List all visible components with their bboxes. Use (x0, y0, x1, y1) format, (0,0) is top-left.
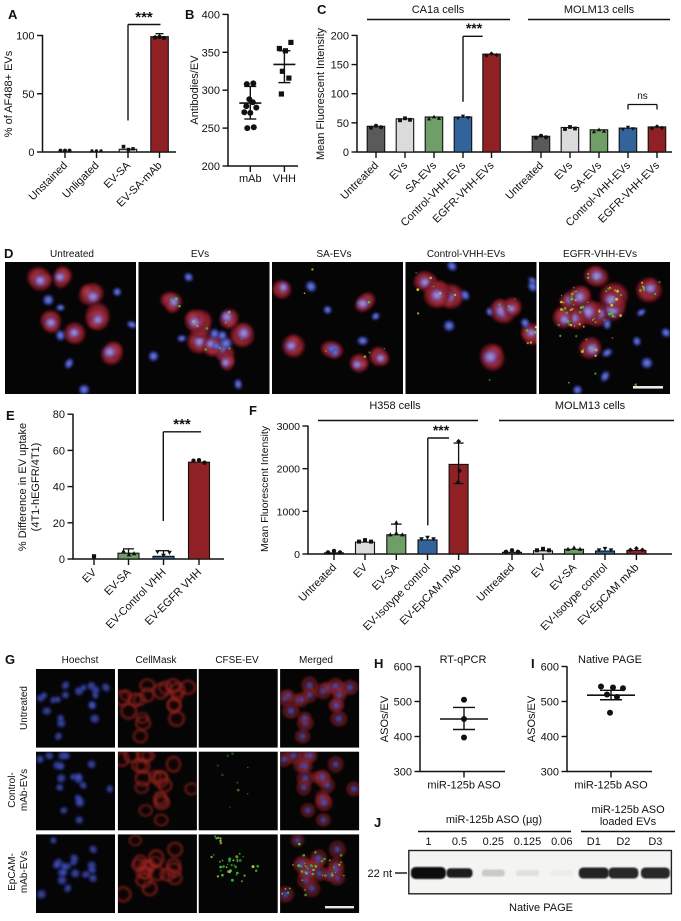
svg-text:D2: D2 (616, 836, 630, 848)
svg-text:H358 cells: H358 cells (369, 400, 421, 412)
svg-text:mAb: mAb (239, 173, 262, 185)
svg-text:Untreated: Untreated (50, 249, 94, 260)
svg-text:EVs: EVs (191, 249, 209, 260)
svg-text:50: 50 (337, 118, 349, 130)
svg-text:Hoechst: Hoechst (62, 655, 99, 666)
svg-text:miR-125b ASO (µg): miR-125b ASO (µg) (446, 814, 542, 826)
svg-text:CA1a cells: CA1a cells (412, 4, 465, 16)
svg-text:loaded EVs: loaded EVs (600, 816, 657, 828)
svg-text:300: 300 (541, 767, 559, 779)
svg-text:0: 0 (59, 554, 65, 566)
svg-text:600: 600 (394, 662, 412, 674)
svg-text:3000: 3000 (277, 421, 301, 433)
svg-text:miR-125b ASO: miR-125b ASO (427, 780, 501, 792)
svg-text:Mean Fluorescent Intensity: Mean Fluorescent Intensity (259, 425, 271, 552)
svg-text:500: 500 (541, 697, 559, 709)
svg-text:miR-125b ASO: miR-125b ASO (591, 804, 665, 816)
svg-text:2000: 2000 (277, 464, 301, 476)
svg-text:400: 400 (202, 9, 220, 21)
svg-text:200: 200 (331, 30, 349, 42)
svg-text:Untreated: Untreated (19, 686, 30, 730)
svg-text:D: D (4, 246, 13, 261)
svg-text:J: J (374, 815, 381, 830)
svg-text:ASOs/EV: ASOs/EV (526, 695, 538, 742)
svg-text:% Difference in EV uptake: % Difference in EV uptake (17, 423, 29, 551)
svg-text:Native PAGE: Native PAGE (578, 654, 642, 666)
svg-text:ns: ns (637, 91, 648, 102)
svg-text:200: 200 (202, 161, 220, 173)
svg-text:***: *** (466, 20, 483, 36)
svg-text:***: *** (135, 9, 153, 26)
svg-text:22 nt: 22 nt (368, 868, 392, 880)
svg-text:400: 400 (541, 732, 559, 744)
svg-text:D3: D3 (648, 836, 662, 848)
svg-text:mAb-EVs: mAb-EVs (19, 851, 30, 893)
svg-text:I: I (531, 656, 535, 671)
svg-text:Control-: Control- (7, 772, 18, 808)
svg-text:G: G (5, 652, 15, 667)
svg-text:Native PAGE: Native PAGE (509, 902, 573, 914)
svg-text:0: 0 (343, 147, 349, 159)
svg-text:0.125: 0.125 (514, 836, 542, 848)
svg-text:0.5: 0.5 (452, 836, 467, 848)
svg-text:CFSE-EV: CFSE-EV (215, 655, 259, 666)
svg-text:CellMask: CellMask (135, 655, 177, 666)
svg-text:250: 250 (202, 123, 220, 135)
svg-text:Control-VHH-EVs: Control-VHH-EVs (427, 249, 505, 260)
svg-text:50: 50 (22, 89, 34, 101)
svg-text:Merged: Merged (299, 655, 333, 666)
svg-text:0.06: 0.06 (551, 836, 572, 848)
svg-text:100: 100 (16, 31, 34, 43)
svg-text:ASOs/EV: ASOs/EV (379, 695, 391, 742)
svg-text:Mean Fluorescent Intensity: Mean Fluorescent Intensity (315, 27, 327, 160)
svg-text:400: 400 (394, 732, 412, 744)
svg-text:0.25: 0.25 (483, 836, 504, 848)
svg-text:C: C (317, 2, 327, 17)
svg-text:0: 0 (294, 549, 300, 561)
svg-text:SA-EVs: SA-EVs (316, 249, 351, 260)
svg-text:B: B (185, 7, 194, 22)
svg-text:300: 300 (202, 85, 220, 97)
svg-text:***: *** (433, 422, 450, 438)
svg-text:A: A (8, 7, 18, 22)
svg-text:RT-qPCR: RT-qPCR (440, 654, 487, 666)
svg-text:1000: 1000 (277, 506, 301, 518)
svg-text:F: F (249, 403, 257, 418)
svg-text:% of AF488+ EVs: % of AF488+ EVs (3, 50, 15, 137)
svg-text:600: 600 (541, 662, 559, 674)
svg-text:1: 1 (425, 836, 431, 848)
svg-text:MOLM13 cells: MOLM13 cells (555, 400, 626, 412)
svg-text:60: 60 (53, 445, 65, 457)
svg-text:40: 40 (53, 482, 65, 494)
svg-text:0: 0 (28, 147, 34, 159)
svg-text:miR-125b ASO: miR-125b ASO (574, 780, 648, 792)
svg-text:300: 300 (394, 767, 412, 779)
svg-text:150: 150 (331, 60, 349, 72)
svg-text:H: H (374, 656, 383, 671)
svg-text:D1: D1 (587, 836, 601, 848)
svg-text:20: 20 (53, 518, 65, 530)
svg-text:80: 80 (53, 409, 65, 421)
svg-text:(4T1-hEGFR/4T1): (4T1-hEGFR/4T1) (30, 443, 42, 532)
svg-text:100: 100 (331, 89, 349, 101)
svg-text:E: E (6, 408, 15, 423)
svg-text:Antibodies/EV: Antibodies/EV (189, 55, 201, 125)
svg-text:EGFR-VHH-EVs: EGFR-VHH-EVs (563, 249, 637, 260)
svg-text:MOLM13 cells: MOLM13 cells (564, 4, 635, 16)
svg-text:350: 350 (202, 47, 220, 59)
svg-text:VHH: VHH (273, 173, 296, 185)
svg-text:EpCAM-: EpCAM- (7, 853, 18, 891)
svg-text:mAb-EVs: mAb-EVs (19, 769, 30, 811)
svg-text:500: 500 (394, 697, 412, 709)
svg-text:***: *** (173, 416, 191, 433)
